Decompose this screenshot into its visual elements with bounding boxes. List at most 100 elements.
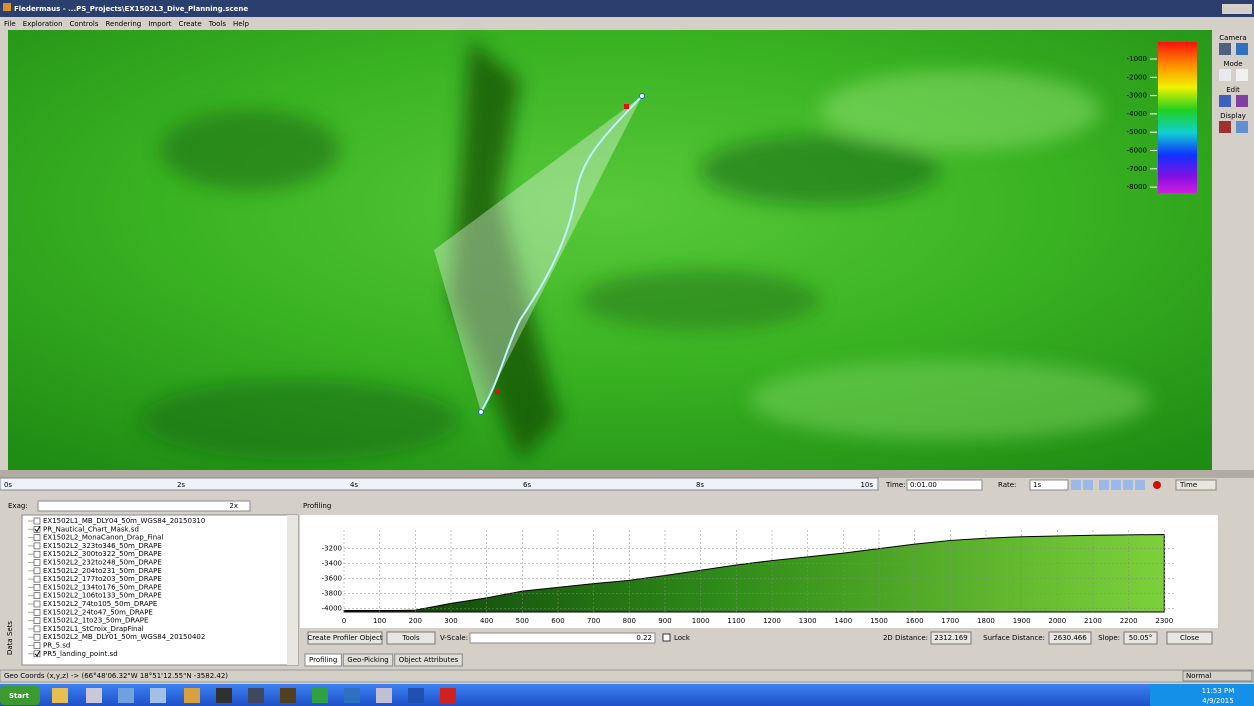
- start-button[interactable]: [0, 686, 40, 705]
- time-field[interactable]: [906, 479, 983, 491]
- vscale-field[interactable]: [469, 632, 656, 644]
- menu-item[interactable]: Create: [178, 20, 201, 28]
- y-tick-label: -3800: [322, 589, 342, 597]
- distance-2d-label: 2312.169: [934, 634, 967, 642]
- close-button-label: Close: [1180, 634, 1199, 642]
- rate-field[interactable]: [1029, 479, 1069, 491]
- menu-item[interactable]: Controls: [70, 20, 99, 28]
- menu-item[interactable]: Import: [148, 20, 171, 28]
- color-scale: [1158, 42, 1197, 193]
- layer-name[interactable]: EX1502L2_1to23_50m_DRAPE: [43, 617, 148, 625]
- layer-name[interactable]: PR_Nautical_Chart_Mask.sd: [43, 525, 139, 533]
- checkmark: [34, 526, 41, 533]
- layer-name[interactable]: EX1502L2_232to248_50m_DRAPE: [43, 559, 162, 567]
- lock-checkbox[interactable]: [662, 633, 671, 642]
- layer-checkbox[interactable]: [33, 625, 41, 633]
- dive-swath: [434, 96, 642, 412]
- mode-dropdown[interactable]: [1175, 479, 1217, 491]
- menu-item[interactable]: Exploration: [23, 20, 63, 28]
- menu-item[interactable]: Help: [233, 20, 250, 28]
- menu-item[interactable]: Tools: [208, 20, 227, 28]
- layer-name[interactable]: EX1502L2_74to105_50m_DRAPE: [43, 600, 157, 608]
- surface-label: Surface Distance:: [983, 634, 1045, 642]
- layer-name[interactable]: EX1502L2_177to203_50m_DRAPE: [43, 575, 162, 583]
- scene-scrollbar[interactable]: [0, 470, 1254, 478]
- layer-name[interactable]: EX1502L2_204to231_50m_DRAPE: [43, 567, 162, 575]
- layer-checkbox[interactable]: [33, 600, 41, 608]
- color-scale-label: -5000: [1127, 128, 1147, 136]
- tool-button[interactable]: [1219, 43, 1231, 55]
- layer-name[interactable]: EX1502L2_134to176_50m_DRAPE: [43, 583, 162, 591]
- start-label: Start: [9, 692, 30, 700]
- tool-button[interactable]: [1219, 121, 1231, 133]
- track-start[interactable]: [478, 409, 484, 415]
- layer-checkbox[interactable]: [33, 608, 41, 616]
- surface-distance[interactable]: [1048, 631, 1092, 645]
- tab[interactable]: [342, 653, 394, 667]
- tool-button[interactable]: [1236, 69, 1248, 81]
- tool-button[interactable]: [1236, 43, 1248, 55]
- taskbar-icons[interactable]: [52, 688, 456, 703]
- layer-name[interactable]: EX1502L2_106to133_50m_DRAPE: [43, 592, 162, 600]
- layer-checkbox[interactable]: [33, 633, 41, 641]
- x-tick-label: 1000: [692, 617, 710, 625]
- layer-checkbox[interactable]: [33, 525, 41, 533]
- layer-name[interactable]: EX1502L2_323to346_50m_DRAPE: [43, 542, 162, 550]
- timeline[interactable]: [0, 477, 879, 491]
- layer-name[interactable]: EX1502L2_300to322_50m_DRAPE: [43, 550, 162, 558]
- dive-track[interactable]: [480, 95, 643, 413]
- checkmark: [34, 650, 41, 657]
- close-button[interactable]: [1166, 631, 1213, 645]
- layer-checkbox[interactable]: [33, 559, 41, 566]
- tab[interactable]: [304, 653, 342, 667]
- x-tick-label: 1600: [906, 617, 924, 625]
- tool-button[interactable]: [1236, 95, 1248, 107]
- x-tick-label: 2200: [1120, 617, 1138, 625]
- tool-button[interactable]: [1219, 69, 1231, 81]
- menu: File Exploration Controls Rendering Import Cr…: [4, 20, 249, 28]
- tool-button[interactable]: [1236, 121, 1248, 133]
- distance-2d[interactable]: [930, 631, 972, 645]
- layer-name[interactable]: EX1502L1_StCroix_DrapFinal: [43, 625, 144, 633]
- layer-name[interactable]: EX1502L2_MB_DLY01_50m_WGS84_20150402: [43, 633, 205, 641]
- layer-checkbox[interactable]: [33, 592, 41, 600]
- list-scrollbar[interactable]: [287, 515, 298, 665]
- layer-checkbox[interactable]: [33, 542, 41, 550]
- layer-checkbox[interactable]: [33, 575, 41, 583]
- layer-checkbox[interactable]: [33, 550, 41, 558]
- timeline-ticks: 0s 2s 4s 6s 8s 10s: [4, 481, 873, 489]
- layer-checkbox[interactable]: [33, 617, 41, 624]
- layer-checkbox[interactable]: [33, 517, 41, 525]
- layer-checkbox[interactable]: [33, 650, 41, 658]
- window-buttons[interactable]: [1222, 4, 1252, 14]
- tool-button[interactable]: [1219, 95, 1231, 107]
- layer-name[interactable]: EX1502L2_24to47_50m_DRAPE: [43, 608, 153, 616]
- create-button[interactable]: [307, 631, 383, 645]
- layer-name[interactable]: PR5_landing_point.sd: [43, 650, 118, 658]
- status-bar: [0, 669, 1254, 683]
- layer-checkbox[interactable]: [33, 642, 41, 649]
- waypoint[interactable]: [624, 104, 629, 109]
- playback-buttons[interactable]: [1071, 480, 1161, 490]
- layer-checkbox[interactable]: [33, 584, 41, 591]
- layer-checkbox[interactable]: [33, 567, 41, 575]
- track-end[interactable]: [639, 93, 645, 99]
- x-tick-label: 2100: [1084, 617, 1102, 625]
- layer-name[interactable]: EX1502L1_MB_DLY04_50m_WGS84_20150310: [43, 517, 205, 525]
- toolbar-section: Edit: [1226, 86, 1240, 94]
- vscale-value: 0.22: [636, 634, 652, 642]
- layer-checkbox[interactable]: [33, 534, 41, 541]
- x-tick-label: 100: [373, 617, 386, 625]
- exag-field[interactable]: [37, 500, 251, 512]
- tab[interactable]: [394, 653, 463, 667]
- slope[interactable]: [1123, 631, 1158, 645]
- layer-name[interactable]: PR_5.sd: [43, 642, 70, 650]
- x-tick-label: 1900: [1013, 617, 1031, 625]
- menu-item[interactable]: Rendering: [105, 20, 141, 28]
- tools-button[interactable]: [386, 631, 436, 645]
- layer-name[interactable]: EX1502L2_MonaCanon_Drap_Final: [43, 534, 163, 542]
- menu-item[interactable]: File: [4, 20, 16, 28]
- waypoint[interactable]: [495, 389, 500, 394]
- timeline-tick: 0s: [4, 481, 12, 489]
